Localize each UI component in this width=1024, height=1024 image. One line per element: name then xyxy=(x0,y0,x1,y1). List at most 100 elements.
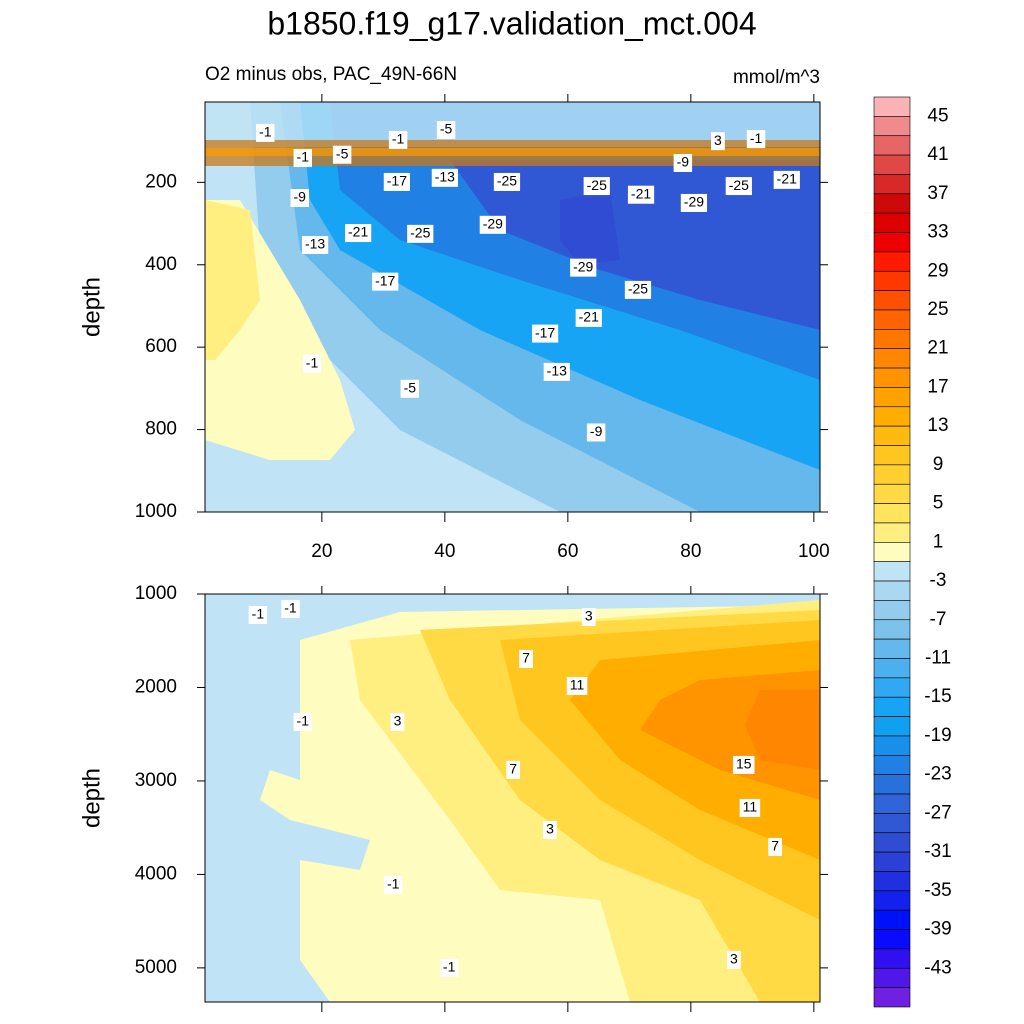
contour-label-text: -29 xyxy=(483,215,503,231)
contour-label: -5 xyxy=(436,121,456,140)
contour-label-box xyxy=(372,272,399,291)
colorbar-tick-label: -3 xyxy=(930,570,947,591)
contour-label-text: -1 xyxy=(297,149,310,165)
contour-label-box xyxy=(407,224,434,243)
colorbar-box xyxy=(873,987,911,1008)
plot-frame xyxy=(204,101,821,513)
contour-label: -25 xyxy=(407,224,434,243)
contour-label: 7 xyxy=(519,650,533,668)
contour-label: -5 xyxy=(332,145,352,164)
contour-label-box xyxy=(383,172,410,191)
colorbar-box xyxy=(873,813,911,834)
contour-label: -21 xyxy=(345,224,372,243)
contour-label: -9 xyxy=(290,189,309,208)
plot-frame xyxy=(204,593,821,1003)
colorbar-box xyxy=(873,677,911,698)
y-tick-label: 200 xyxy=(145,171,177,192)
colorbar-tick-label: 25 xyxy=(927,299,948,320)
contour-label-box xyxy=(732,755,755,774)
contour-label-box xyxy=(493,172,521,191)
colorbar-tick-label: 9 xyxy=(933,454,944,475)
contour-label: -1 xyxy=(302,354,322,373)
contour-label-box xyxy=(566,676,588,695)
contour-label-box xyxy=(388,130,408,149)
colorbar-box xyxy=(873,425,911,446)
contour-label-text: -25 xyxy=(410,225,430,241)
y-tick-label: 5000 xyxy=(135,957,177,978)
contour-label-text: -25 xyxy=(587,177,607,193)
contour-label-text: -21 xyxy=(348,224,368,240)
contour-label: 3 xyxy=(711,132,725,151)
contour-label-text: -17 xyxy=(375,272,395,288)
colorbar-tick-label: -27 xyxy=(924,802,951,823)
contour-label: 7 xyxy=(768,838,783,856)
contour-label-text: 11 xyxy=(743,799,758,815)
contour-label-text: 3 xyxy=(546,821,554,837)
colorbar-box xyxy=(873,212,911,233)
chart-title: b1850.f19_g17.validation_mct.004 xyxy=(267,5,756,41)
contour-label: -1 xyxy=(439,959,459,977)
contour-label: 11 xyxy=(739,799,761,817)
x-tick-label: 20 xyxy=(311,541,332,562)
colorbar-tick-label: -31 xyxy=(924,841,951,862)
colorbar-box xyxy=(873,929,911,950)
colorbar-box xyxy=(873,793,911,814)
contour-label-box xyxy=(390,712,405,731)
colorbar-tick-label: 17 xyxy=(927,376,948,397)
colorbar-tick-label: 5 xyxy=(933,493,944,514)
colorbar-tick-label: -43 xyxy=(924,957,951,978)
x-tick-label: 60 xyxy=(557,541,578,562)
colorbar-tick-label: 29 xyxy=(927,260,948,281)
contour-label-text: -5 xyxy=(440,121,453,137)
contour-label: -1 xyxy=(746,130,766,149)
colorbar-box xyxy=(873,832,911,853)
colorbar-box xyxy=(873,270,911,291)
contour-label-box xyxy=(543,820,557,839)
contour-label-box xyxy=(627,185,655,204)
colorbar-box xyxy=(873,522,911,543)
contour-label: -1 xyxy=(248,606,268,625)
colorbar-box xyxy=(873,967,911,988)
colorbar-box xyxy=(873,251,911,272)
colorbar-box xyxy=(873,890,911,911)
units: mmol/m^3 xyxy=(733,67,820,88)
contour-label: 3 xyxy=(543,821,557,839)
contour-label: -1 xyxy=(388,130,408,149)
contour-label-box xyxy=(301,235,329,254)
contour-label-box xyxy=(256,123,275,142)
contour-label-box xyxy=(281,599,300,618)
contour-label-box xyxy=(436,121,456,140)
contour-label-box xyxy=(345,224,372,243)
contour-label-box xyxy=(506,760,521,779)
contour-label-box xyxy=(543,362,570,381)
contour-label: -5 xyxy=(400,379,420,398)
colorbar-box xyxy=(873,638,911,659)
contour-label: -1 xyxy=(281,599,300,618)
contour-label-text: -1 xyxy=(297,713,310,729)
colorbar-box xyxy=(873,716,911,737)
contour-label: -21 xyxy=(627,185,655,204)
contour-label-box xyxy=(248,606,268,625)
colorbar-box xyxy=(873,871,911,892)
contour-label: -1 xyxy=(383,876,403,894)
field-bottom xyxy=(205,594,820,1002)
contour-label-text: 11 xyxy=(570,677,585,693)
colorbar-tick-label: 45 xyxy=(927,105,948,126)
colorbar-box xyxy=(873,387,911,408)
contour-label: 3 xyxy=(727,951,741,969)
colorbar-box xyxy=(873,348,911,369)
y-tick-label: 1000 xyxy=(135,583,177,604)
colorbar-box xyxy=(873,174,911,195)
contour-label: -17 xyxy=(372,272,399,291)
contour-label-text: 3 xyxy=(714,132,722,148)
y-tick-label: 1000 xyxy=(135,501,177,522)
contour-label: 11 xyxy=(566,676,588,695)
contour-label: 7 xyxy=(506,760,521,779)
contour-label-text: -1 xyxy=(252,606,265,622)
contour-label: -13 xyxy=(543,362,570,381)
colorbar-box xyxy=(873,542,911,562)
colorbar-box xyxy=(873,483,911,504)
contour-label-text: -9 xyxy=(590,423,603,439)
contour-label-box xyxy=(570,258,597,277)
